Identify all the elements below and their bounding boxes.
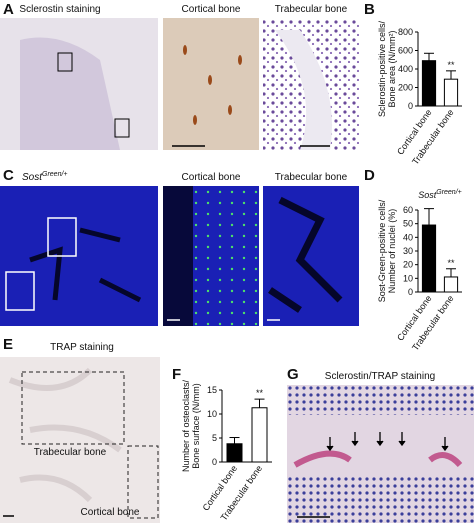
y-tick-label: 15 [207, 385, 217, 395]
panel-label: E [3, 336, 13, 353]
dashed-region [127, 445, 159, 519]
panel-label: C [3, 167, 14, 184]
y-axis-label: Sost-Green-positive cells/ [377, 199, 387, 302]
image-c-overview [0, 186, 158, 326]
y-axis-label: Bone surface (N/mm) [191, 383, 201, 469]
chart-title: SostGreen/+ [418, 189, 462, 200]
y-tick-label: 10 [403, 273, 413, 283]
inset-title: Cortical bone [182, 172, 241, 183]
tissue [20, 37, 120, 150]
panel-title: Sclerostin staining [19, 4, 100, 15]
significance: ** [256, 388, 264, 398]
y-tick-label: 0 [212, 457, 217, 467]
panel-label: G [287, 366, 299, 383]
cells [287, 385, 474, 415]
y-tick-label: 400 [398, 64, 413, 74]
title-sup: Green/+ [436, 189, 462, 196]
dashed-region [21, 371, 125, 445]
osteoclasts [293, 450, 463, 468]
y-tick-label: 50 [403, 219, 413, 229]
panel-title: Sclerostin/TRAP staining [325, 371, 435, 382]
title-sup: Green/+ [42, 171, 68, 178]
stained-cells [183, 45, 242, 125]
y-tick-label: 600 [398, 46, 413, 56]
y-tick-label: 5 [212, 433, 217, 443]
panel-title: SostGreen/+ [22, 171, 68, 183]
inset-box [114, 118, 130, 138]
title-base: Sost [418, 190, 437, 200]
y-axis-label: Number of osteoclasts/ [181, 379, 191, 472]
inset-title: Trabecular bone [275, 4, 348, 15]
panel-label: A [3, 1, 14, 18]
arrows [326, 432, 449, 452]
panel-label: B [364, 1, 375, 18]
y-tick-label: 30 [403, 246, 413, 256]
cells [287, 475, 474, 523]
marrow [268, 196, 343, 313]
trabecula [8, 367, 122, 503]
bar [443, 276, 459, 293]
inset-title: Cortical bone [182, 4, 241, 15]
y-tick-label: 0 [408, 287, 413, 297]
image-c-trabecular [263, 186, 359, 326]
marrow [29, 227, 142, 303]
y-tick-label: 800 [398, 27, 413, 37]
inset-title: Trabecular bone [275, 172, 348, 183]
panel-title: TRAP staining [50, 342, 114, 353]
title-base: Sost [22, 172, 43, 183]
region-label: Cortical bone [81, 507, 140, 518]
y-axis-label: Number of nuclei (%) [387, 209, 397, 294]
y-axis-label: Bone area (N/mm²) [387, 30, 397, 107]
inset-box [57, 52, 73, 72]
bar [421, 60, 437, 107]
bar [251, 407, 268, 463]
bar [226, 443, 243, 463]
panel-label: F [172, 366, 181, 383]
inset-box [5, 271, 35, 311]
y-tick-label: 60 [403, 205, 413, 215]
region-label: Trabecular bone [34, 447, 107, 458]
trabecula [275, 30, 332, 150]
y-tick-label: 10 [207, 409, 217, 419]
bar [443, 78, 459, 107]
y-tick-label: 20 [403, 260, 413, 270]
panel-label: D [364, 167, 375, 184]
significance: ** [447, 258, 455, 268]
y-tick-label: 40 [403, 232, 413, 242]
significance: ** [447, 60, 455, 70]
bar [421, 224, 437, 293]
y-axis-label: Sclerostin-positive cells/ [377, 20, 387, 117]
inset-box [47, 217, 77, 257]
marrow [163, 186, 193, 326]
y-tick-label: 0 [408, 101, 413, 111]
y-tick-label: 200 [398, 83, 413, 93]
